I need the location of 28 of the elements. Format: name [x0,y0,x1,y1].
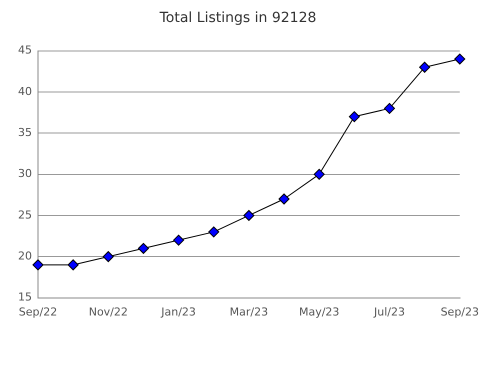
y-tick-label: 25 [18,208,32,222]
y-tick-label: 35 [18,126,32,139]
chart-title: Total Listings in 92128 [158,10,316,26]
point [138,242,149,254]
y-tick-label: 20 [18,249,32,262]
point [348,111,360,122]
point [173,234,184,246]
y-tick-label: 45 [18,44,32,57]
point [32,259,44,270]
point [243,210,254,221]
x-tick-label: Nov/22 [88,305,128,318]
x-tick-label: Sep/23 [440,305,479,318]
x-tick-label: Jan/23 [160,305,196,318]
point [208,226,220,238]
x-tick-label: Jul/23 [372,305,405,318]
point [454,54,466,65]
point [278,194,290,204]
y-tick-label: 30 [18,167,32,180]
point [68,259,79,270]
y-tick-label: 15 [18,290,32,304]
point [314,168,325,180]
point [419,62,430,73]
x-tick-label: May/23 [298,305,340,318]
x-tick-label: Sep/22 [18,305,58,318]
y-tick-label: 40 [18,84,32,98]
point [384,102,395,114]
point [102,251,114,262]
x-tick-label: Mar/23 [230,305,268,318]
